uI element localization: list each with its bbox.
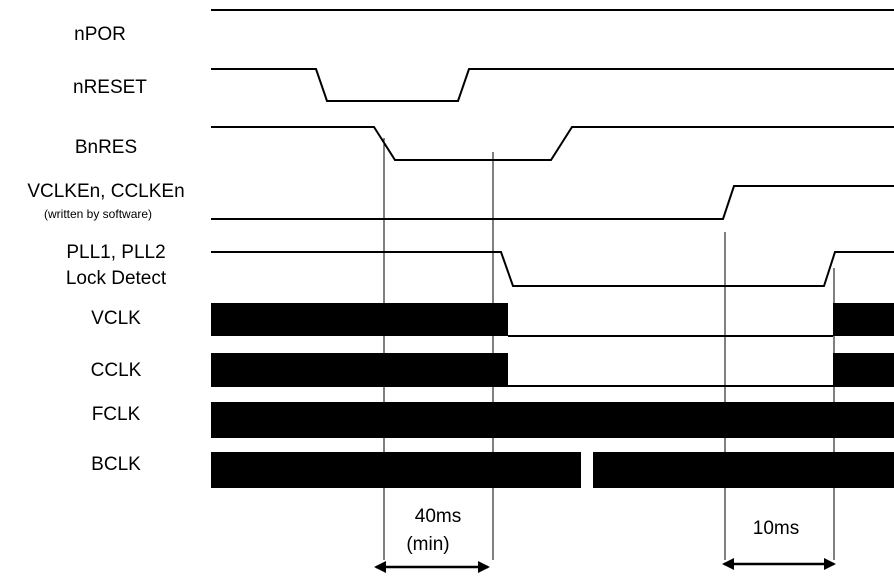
waveform-cclk-active-2 (833, 353, 894, 387)
signal-label-cclk: CCLK (90, 360, 142, 381)
signal-label-vclk: VCLK (91, 308, 141, 329)
waveform-bnres (211, 126, 894, 161)
signal-label-bnres: BnRES (74, 137, 138, 158)
waveform-vclk-active-2 (833, 303, 894, 336)
dimension-label-10ms: 10ms (752, 518, 800, 539)
waveform-cclk-active-1 (211, 353, 508, 387)
dimension-label-40ms: 40ms (414, 506, 462, 527)
signal-label-nreset: nRESET (73, 77, 147, 98)
dimension-label-min: (min) (406, 534, 450, 555)
waveform-bclk-part-1 (211, 452, 581, 488)
waveform-bclk-part-2 (593, 452, 894, 488)
waveform-nreset (211, 68, 894, 102)
signal-label-bclk: BCLK (91, 454, 141, 475)
signal-label-npor: nPOR (74, 24, 126, 45)
signal-label-pll-line2: Lock Detect (65, 268, 167, 289)
signal-label-vclken: VCLKEn, CCLKEn (27, 181, 185, 202)
waveform-vclk-active-1 (211, 303, 508, 336)
signal-sublabel-vclken: (written by software) (44, 207, 153, 221)
waveform-pll-lock (211, 251, 894, 287)
signal-label-fclk: FCLK (91, 404, 141, 425)
waveform-fclk (211, 402, 894, 438)
waveform-vclken (211, 185, 894, 220)
signal-label-pll-line1: PLL1, PLL2 (66, 242, 166, 263)
